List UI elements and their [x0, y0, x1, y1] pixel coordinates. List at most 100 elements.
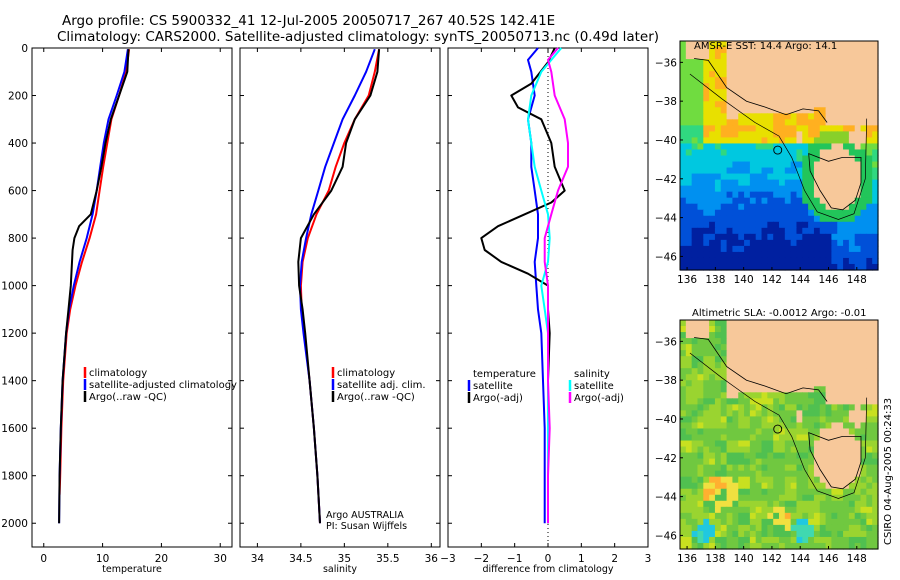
sst-map-cell — [697, 233, 704, 241]
sla-map-cell — [813, 398, 821, 405]
sla-map-cell — [755, 404, 763, 411]
sla-map-cell — [767, 404, 774, 411]
sla-map-cell — [720, 404, 728, 411]
sst-map-cell — [761, 53, 768, 60]
sla-map-cell — [714, 542, 722, 550]
sst-map-cell — [819, 53, 827, 60]
sla-map-cell — [866, 326, 873, 333]
sst-map-cell — [866, 83, 873, 90]
sst-map-cell — [831, 197, 838, 205]
sst-map-cell — [738, 107, 745, 114]
sla-map-cell — [831, 476, 838, 484]
sst-map-cell — [843, 167, 850, 175]
sst-map-cell — [843, 185, 850, 193]
sst-map-cell — [709, 263, 716, 271]
sst-map-cell — [837, 89, 844, 96]
sla-map-cell — [691, 416, 699, 424]
sla-map-cell — [720, 398, 728, 405]
sla-map-cell — [732, 494, 739, 502]
sla-map-cell — [685, 326, 693, 333]
sst-map-cell — [808, 149, 815, 157]
sla-map-cell — [779, 320, 786, 327]
sla-map-cell — [802, 464, 809, 472]
sst-map-cell — [773, 47, 780, 54]
sst-map-cell — [866, 71, 873, 78]
sst-map-cell — [761, 179, 768, 187]
sst-map-cell — [697, 77, 704, 84]
sla-map-cell — [720, 326, 728, 333]
sst-map-cell — [784, 263, 792, 271]
sla-map-cell — [802, 338, 809, 345]
sla-map-cell — [825, 470, 833, 478]
sst-map-cell — [854, 89, 862, 96]
sst-coastline — [694, 58, 828, 123]
sst-map-cell — [732, 239, 739, 247]
sla-map-cell — [726, 524, 734, 532]
sla-map-cell — [744, 356, 751, 363]
sla-map-cell — [825, 338, 833, 345]
sla-map-cell — [837, 356, 844, 363]
sst-map-cell — [819, 65, 827, 72]
sla-map-cell — [831, 338, 838, 345]
sla-map-cell — [697, 464, 704, 472]
temperature-profile-xtick-label: 10 — [96, 553, 109, 565]
sst-map-cell — [773, 83, 780, 90]
sst-map-cell — [720, 41, 728, 48]
sst-map-xtick-label: 144 — [790, 274, 810, 286]
sst-map-cell — [720, 47, 728, 54]
sla-map-cell — [761, 326, 768, 333]
sla-map-cell — [790, 542, 798, 550]
sla-map-cell — [761, 542, 768, 550]
sst-map-cell — [790, 53, 798, 60]
sla-map-cell — [866, 356, 873, 363]
salinity-profile-xtick-label: 36 — [425, 553, 439, 565]
sst-map-cell — [796, 143, 803, 151]
sst-map-cell — [825, 53, 833, 60]
sst-map-cell — [866, 239, 873, 247]
sst-map-cell — [819, 179, 827, 187]
sst-map-cell — [796, 215, 803, 223]
sla-map-cell — [761, 404, 768, 411]
sst-map-cell — [825, 137, 833, 145]
sst-map-cell — [831, 185, 838, 193]
sla-map-cell — [837, 440, 844, 448]
sla-map-cell — [685, 518, 693, 526]
sst-map-cell — [825, 59, 833, 66]
sst-map-cell — [685, 59, 693, 66]
sla-map-cell — [744, 452, 751, 460]
sla-map-cell — [749, 320, 757, 327]
sla-map-cell — [720, 380, 728, 387]
sla-map-cell — [714, 410, 722, 418]
sla-map-cell — [755, 524, 763, 532]
sla-map-cell — [796, 380, 803, 387]
sst-map-cell — [726, 113, 734, 120]
sst-map-cell — [726, 185, 734, 193]
sst-map-cell — [837, 197, 844, 205]
sst-map-cell — [779, 173, 786, 181]
sla-map-cell — [848, 404, 856, 411]
sst-map-cell — [720, 89, 728, 96]
sst-map-cell — [720, 137, 728, 145]
sst-map-cell — [831, 227, 838, 235]
sst-map-cell — [866, 131, 873, 139]
sst-map-cell — [744, 203, 751, 211]
sst-map-cell — [779, 239, 786, 247]
sla-map-cell — [738, 482, 745, 490]
sst-map-cell — [726, 71, 734, 78]
sla-map-cell — [691, 398, 699, 405]
series-argo-raw-qc- — [297, 49, 381, 524]
sla-map-cell — [872, 380, 879, 387]
sst-map-cell — [709, 161, 716, 169]
sst-map-cell — [796, 167, 803, 175]
sla-map-cell — [790, 380, 798, 387]
sla-map-cell — [703, 404, 710, 411]
sla-map-cell — [680, 524, 687, 532]
sla-map-cell — [732, 506, 739, 514]
sla-map-cell — [761, 494, 768, 502]
sst-map-cell — [866, 59, 873, 66]
sst-map-cell — [680, 131, 687, 139]
sst-map-cell — [755, 233, 763, 241]
sst-map-cell — [837, 113, 844, 120]
sst-map-cell — [831, 191, 838, 199]
sla-map-cell — [680, 506, 687, 514]
